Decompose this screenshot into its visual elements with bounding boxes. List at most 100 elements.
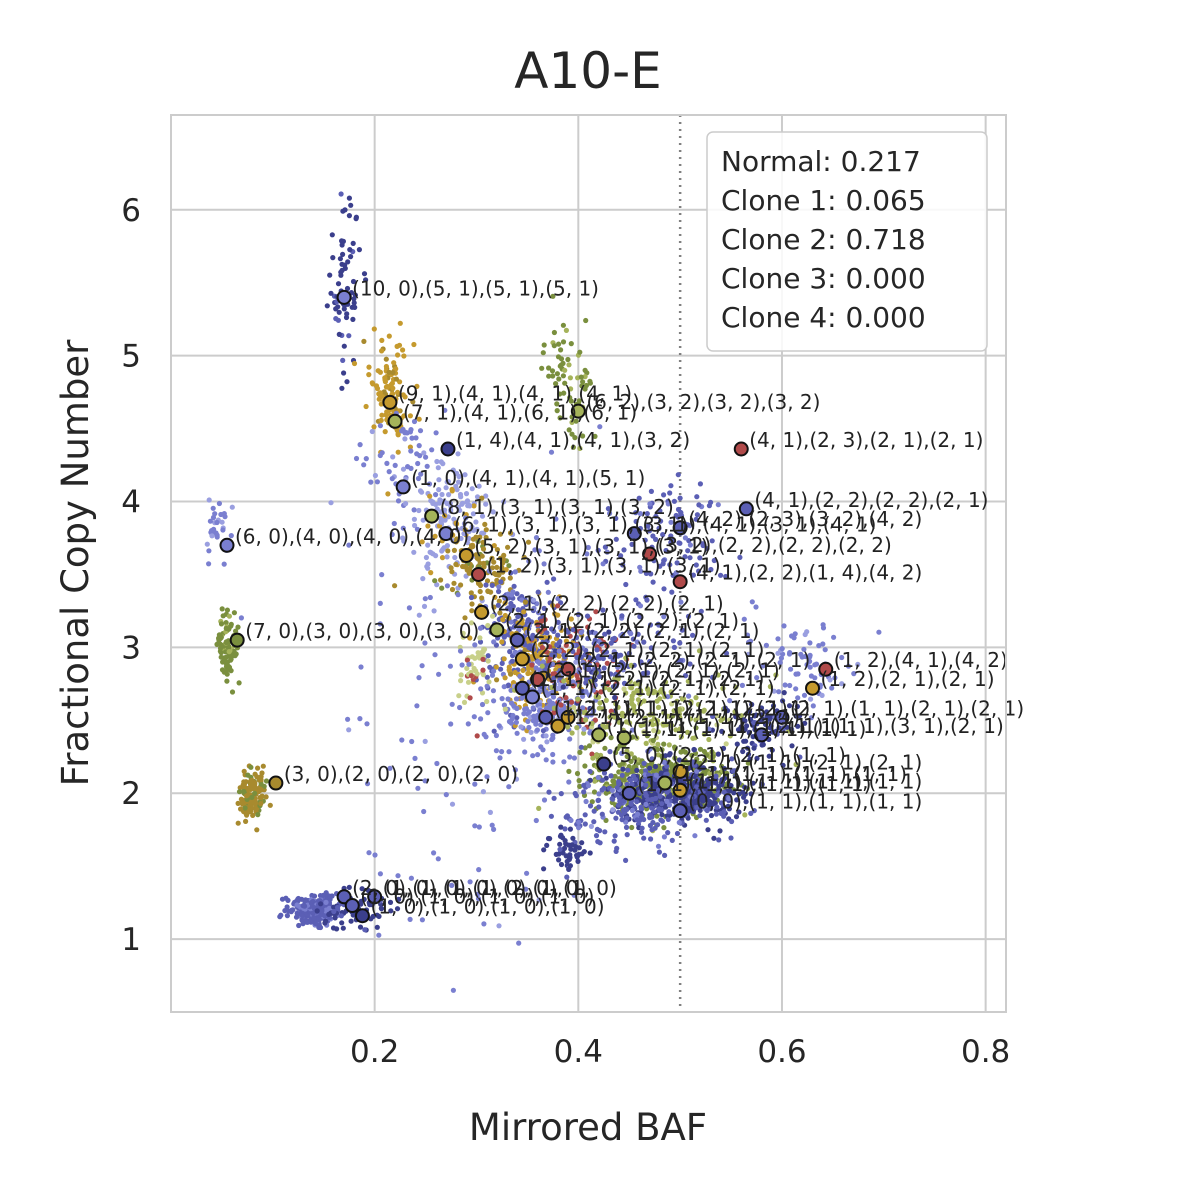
data-point <box>242 805 248 811</box>
data-point <box>453 561 459 568</box>
data-point <box>622 809 628 815</box>
data-point <box>627 777 634 783</box>
data-point <box>567 826 574 832</box>
data-point <box>507 530 514 536</box>
labeled-point <box>509 632 525 648</box>
data-point <box>442 407 448 413</box>
data-point <box>408 465 414 471</box>
y-tick-label: 3 <box>121 630 141 666</box>
labeled-point <box>591 727 607 743</box>
data-point <box>502 675 508 681</box>
chart-title: A10-E <box>514 42 661 100</box>
data-point <box>218 654 224 660</box>
data-point <box>494 547 500 553</box>
data-point <box>566 768 572 775</box>
data-point <box>376 932 382 938</box>
data-point <box>733 814 740 820</box>
data-point <box>260 763 266 769</box>
data-point <box>698 608 704 615</box>
data-point <box>515 620 521 626</box>
data-point <box>552 671 558 677</box>
data-point <box>522 599 529 605</box>
data-point <box>804 629 810 635</box>
data-point <box>563 327 570 333</box>
data-point <box>500 617 506 623</box>
data-point <box>386 469 392 475</box>
data-point <box>235 820 241 826</box>
data-point <box>467 635 473 641</box>
point-annotation: (4, 1),(2, 2),(1, 4),(4, 2) <box>688 561 922 585</box>
data-point <box>449 488 455 494</box>
data-point <box>656 806 662 812</box>
data-point <box>430 500 436 506</box>
data-point <box>531 605 537 611</box>
data-point <box>793 686 799 692</box>
data-point <box>427 594 433 601</box>
data-point <box>336 309 342 315</box>
data-point <box>221 561 227 567</box>
data-point <box>433 430 439 436</box>
data-point <box>346 195 352 201</box>
data-point <box>218 511 224 518</box>
data-point <box>412 755 418 762</box>
data-point <box>608 671 614 677</box>
data-point <box>583 317 589 324</box>
data-point <box>499 565 505 571</box>
data-point <box>229 504 235 510</box>
data-point <box>530 718 537 724</box>
data-point <box>231 610 237 616</box>
data-point <box>437 497 443 503</box>
data-point <box>416 443 422 449</box>
labeled-point <box>471 566 487 582</box>
data-point <box>592 717 599 723</box>
data-point <box>351 360 358 367</box>
labeled-point <box>474 604 490 620</box>
data-point <box>599 787 605 793</box>
data-point <box>407 429 413 435</box>
data-point <box>483 527 489 533</box>
data-point <box>346 727 352 733</box>
data-point <box>514 705 520 712</box>
data-point <box>511 624 517 630</box>
data-point <box>356 247 362 253</box>
data-point <box>228 668 234 674</box>
data-point <box>469 486 475 492</box>
data-point <box>566 856 573 863</box>
labeled-point <box>672 803 688 819</box>
data-point <box>705 827 711 833</box>
data-point <box>468 543 475 549</box>
data-point <box>549 652 555 658</box>
data-point <box>607 654 613 660</box>
data-point <box>427 493 433 499</box>
data-point <box>593 833 600 839</box>
data-point <box>438 509 444 515</box>
data-point <box>565 629 571 635</box>
data-point <box>544 842 550 849</box>
x-tick-label: 0.4 <box>554 1034 603 1070</box>
labeled-point <box>458 547 474 563</box>
data-point <box>573 634 580 641</box>
data-point <box>474 494 481 500</box>
data-point <box>501 656 507 662</box>
data-point <box>459 662 465 668</box>
data-point <box>604 643 610 649</box>
data-point <box>236 680 242 686</box>
data-point <box>499 639 505 645</box>
data-point <box>401 413 407 419</box>
data-point <box>400 466 407 472</box>
data-point <box>449 586 456 593</box>
data-point <box>433 553 439 559</box>
data-point <box>643 801 649 808</box>
data-point <box>494 677 500 683</box>
data-point <box>250 812 256 819</box>
data-point <box>385 491 391 497</box>
data-point <box>610 807 616 813</box>
data-point <box>350 316 356 322</box>
data-point <box>553 851 559 858</box>
data-point <box>692 833 698 839</box>
data-point <box>395 449 401 455</box>
data-point <box>477 588 483 595</box>
data-point <box>490 509 496 515</box>
